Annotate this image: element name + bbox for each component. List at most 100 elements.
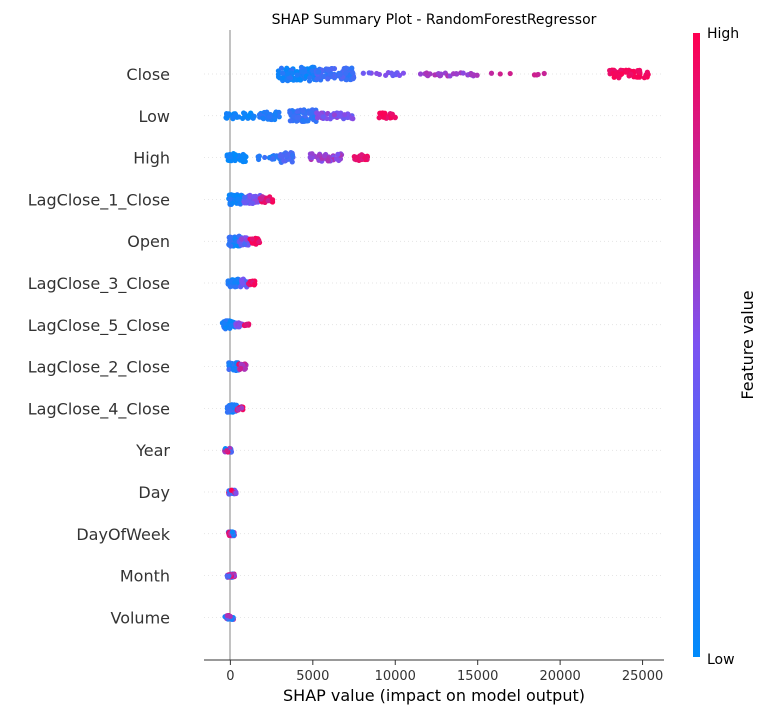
shap-point	[250, 193, 257, 200]
shap-point	[246, 113, 252, 119]
shap-point	[274, 153, 280, 159]
x-tick-label: 25000	[622, 669, 663, 684]
shap-point	[333, 156, 340, 162]
shap-point	[388, 70, 395, 76]
feature-label: High	[133, 149, 170, 168]
shap-point	[224, 448, 230, 454]
shap-point	[626, 73, 632, 79]
shap-point	[321, 153, 328, 159]
shap-point	[284, 65, 290, 71]
shap-point	[325, 158, 331, 164]
shap-point	[507, 70, 513, 77]
feature-label: Month	[120, 567, 170, 586]
feature-label: DayOfWeek	[76, 525, 170, 544]
shap-point	[258, 196, 264, 202]
shap-point	[304, 118, 310, 124]
shap-point	[424, 70, 430, 76]
shap-point	[242, 365, 249, 372]
feature-label: Open	[127, 232, 170, 251]
shap-point	[229, 529, 236, 535]
shap-point	[641, 75, 647, 81]
plot-title: SHAP Summary Plot - RandomForestRegresso…	[272, 12, 597, 28]
shap-point	[227, 151, 233, 158]
shap-point	[233, 490, 239, 496]
shap-point	[242, 241, 248, 247]
shap-point	[374, 70, 380, 77]
shap-point	[262, 154, 268, 161]
feature-label: Close	[126, 65, 170, 84]
shap-point	[350, 76, 356, 82]
shap-point	[296, 77, 303, 83]
shap-point	[231, 157, 238, 163]
shap-point	[341, 112, 347, 118]
shap-point	[237, 322, 243, 328]
shap-point	[226, 361, 232, 367]
shap-point	[272, 111, 278, 117]
feature-label: LagClose_4_Close	[28, 399, 170, 419]
shap-point	[224, 573, 230, 579]
shap-point	[278, 65, 285, 71]
x-tick-label: 15000	[457, 669, 498, 684]
shap-point	[637, 69, 643, 76]
shap-point	[337, 72, 343, 78]
shap-point	[307, 75, 313, 81]
shap-point	[227, 408, 233, 414]
shap-point	[450, 71, 457, 77]
shap-point	[329, 66, 335, 72]
shap-point	[488, 70, 495, 76]
shap-point	[239, 277, 245, 283]
shap-point	[331, 73, 337, 79]
x-tick-label: 10000	[375, 669, 416, 684]
colorbar-low-label: Low	[707, 652, 735, 668]
shap-point	[300, 108, 306, 114]
shap-point	[252, 281, 258, 287]
shap-point	[227, 284, 233, 290]
shap-point	[320, 114, 326, 120]
feature-labels: Close Low High LagClose_1_Close Open LagClose…	[28, 65, 171, 627]
shap-point	[232, 279, 238, 285]
shap-point	[227, 234, 233, 240]
shap-point	[351, 153, 357, 160]
shap-point	[321, 74, 327, 80]
shap-point	[541, 70, 547, 77]
shap-point	[266, 114, 273, 120]
shap-point	[235, 406, 241, 413]
shap-point	[241, 152, 247, 159]
feature-label: LagClose_3_Close	[28, 274, 170, 294]
feature-label: LagClose_5_Close	[28, 316, 170, 336]
shap-point	[392, 114, 398, 120]
x-axis-title: SHAP value (impact on model output)	[283, 686, 585, 705]
shap-point	[265, 198, 271, 204]
shap-point	[226, 242, 232, 248]
shap-point	[308, 109, 314, 115]
shap-point	[531, 72, 538, 78]
shap-point	[289, 159, 295, 165]
shap-point	[460, 70, 466, 76]
feature-label: LagClose_2_Close	[28, 358, 170, 378]
feature-label: Day	[138, 483, 170, 502]
shap-point	[227, 318, 233, 324]
shap-point	[497, 71, 503, 77]
x-axis-ticks: 0 5000 10000 15000 20000 25000	[226, 660, 663, 684]
shap-point	[331, 112, 338, 118]
shap-point	[241, 194, 248, 200]
x-tick-label: 5000	[296, 669, 329, 684]
shap-point	[244, 321, 250, 327]
shap-point	[349, 65, 355, 71]
shap-point	[287, 118, 293, 124]
shap-point	[287, 110, 293, 116]
shap-point	[230, 114, 236, 121]
shap-point	[240, 115, 246, 121]
feature-label: Year	[135, 441, 170, 460]
shap-point	[316, 69, 322, 75]
shap-point	[417, 71, 424, 77]
shap-point	[400, 70, 407, 76]
shap-point	[249, 236, 255, 242]
shap-point	[343, 65, 349, 71]
shap-point	[249, 200, 256, 206]
shap-point	[250, 240, 256, 246]
shap-point	[623, 69, 629, 75]
shap-point	[227, 196, 233, 202]
colorbar	[693, 33, 700, 657]
